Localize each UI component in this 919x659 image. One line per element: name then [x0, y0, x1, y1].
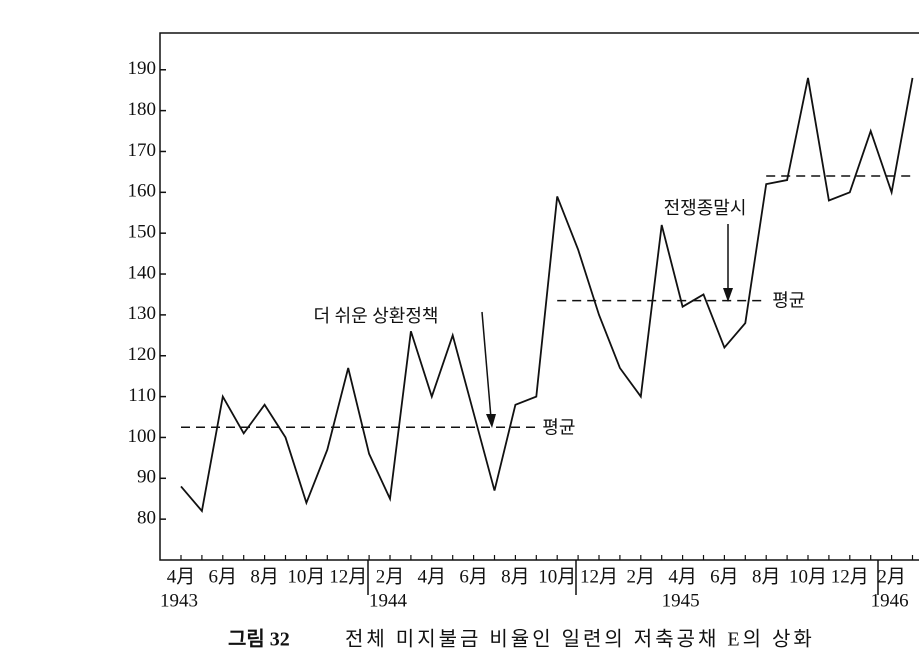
- annotation: 더 쉬운 상환정책: [314, 306, 439, 326]
- average-label: 평균: [772, 291, 805, 311]
- annotation-arrow: [481, 311, 492, 419]
- data-line: [180, 77, 914, 514]
- x-tick-label: 12月: [831, 566, 869, 587]
- year-label: 1946: [871, 590, 909, 611]
- x-tick-label: 8月: [752, 566, 781, 587]
- x-tick-label: 8月: [250, 566, 279, 587]
- x-tick-label: 12月: [329, 566, 367, 587]
- y-tick-label: 180: [128, 99, 157, 120]
- y-tick-label: 100: [128, 426, 157, 447]
- plot-frame: [159, 32, 919, 561]
- y-tick-label: 170: [128, 140, 157, 161]
- x-tick-label: 8月: [501, 566, 530, 587]
- arrowhead: [486, 414, 496, 428]
- year-label: 1944: [369, 590, 408, 611]
- x-tick-label: 6月: [209, 566, 238, 587]
- x-tick-label: 4月: [418, 566, 447, 587]
- y-tick-label: 150: [128, 222, 157, 243]
- x-tick-label: 10月: [287, 566, 325, 587]
- x-tick-label: 10月: [538, 566, 576, 587]
- y-tick-label: 160: [128, 181, 157, 202]
- x-tick-label: 2月: [627, 566, 656, 587]
- y-tick-label: 140: [128, 262, 157, 283]
- y-tick-label: 80: [137, 508, 156, 529]
- x-tick-label: 6月: [459, 566, 488, 587]
- x-tick-label: 12月: [580, 566, 618, 587]
- caption-figure: 그림 32: [228, 628, 290, 651]
- y-tick-label: 190: [128, 58, 157, 79]
- year-label: 1945: [662, 590, 700, 611]
- caption: 전체 미지불금 비율인 일련의 저축공채 E의 상화: [345, 628, 815, 651]
- annotation: 전쟁종말시: [664, 198, 747, 218]
- year-label: 1943: [160, 590, 198, 611]
- x-tick-label: 4月: [668, 566, 697, 587]
- x-tick-label: 4月: [167, 566, 196, 587]
- x-tick-label: 6月: [710, 566, 739, 587]
- y-tick-label: 120: [128, 344, 157, 365]
- y-tick-label: 110: [128, 385, 156, 406]
- y-tick-label: 130: [128, 303, 157, 324]
- x-tick-label: 2月: [877, 566, 906, 587]
- x-tick-label: 2月: [376, 566, 405, 587]
- arrowhead: [723, 288, 733, 302]
- y-tick-label: 90: [137, 467, 156, 488]
- average-label: 평균: [542, 417, 575, 437]
- x-tick-label: 10月: [789, 566, 827, 587]
